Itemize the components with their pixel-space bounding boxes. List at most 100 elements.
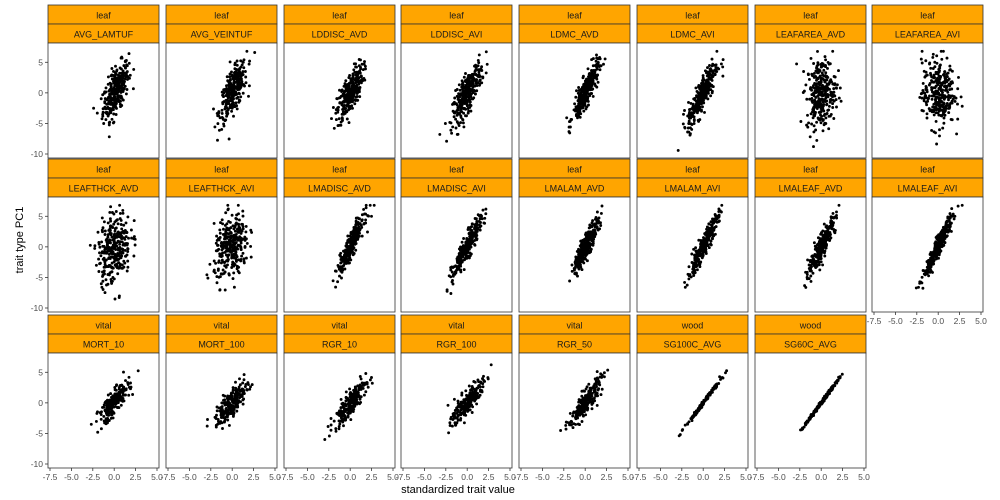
data-point [221, 268, 225, 272]
data-point [588, 245, 592, 249]
data-point [464, 87, 468, 91]
data-point [837, 96, 841, 100]
data-point [825, 88, 829, 92]
data-point [474, 80, 478, 84]
panel-frame [400, 42, 513, 159]
data-point [469, 84, 473, 88]
data-point [597, 216, 601, 220]
data-point [578, 115, 582, 119]
data-point [719, 62, 723, 66]
data-point [232, 227, 236, 231]
data-point [687, 100, 690, 104]
data-point [467, 109, 471, 113]
data-point [119, 233, 123, 237]
data-point [576, 104, 580, 108]
data-point [346, 103, 349, 107]
data-point [240, 222, 244, 226]
data-point [469, 228, 472, 232]
data-point [942, 121, 946, 125]
data-point [339, 269, 343, 273]
data-point [239, 83, 243, 86]
data-point [357, 64, 361, 68]
data-point [247, 84, 251, 88]
data-point [835, 210, 838, 214]
data-point [687, 119, 691, 123]
data-point [829, 215, 833, 219]
data-point [129, 381, 132, 385]
data-point [102, 220, 106, 224]
data-point [707, 87, 711, 91]
data-point [343, 84, 347, 88]
data-point [587, 92, 591, 96]
data-point [457, 83, 461, 87]
data-point [110, 279, 114, 283]
data-point [938, 128, 941, 132]
data-point [932, 130, 936, 134]
data-point [108, 217, 112, 221]
data-point [937, 246, 941, 250]
data-point [230, 102, 234, 106]
data-point [475, 219, 479, 223]
data-point [244, 81, 248, 85]
data-point [950, 69, 954, 73]
data-point [697, 238, 701, 242]
data-point [458, 95, 462, 99]
data-point [361, 79, 365, 83]
data-point [686, 114, 690, 118]
data-point [459, 92, 463, 96]
data-point [812, 241, 816, 245]
data-point [827, 108, 831, 112]
panel-frame [636, 42, 749, 159]
data-point [812, 106, 815, 110]
data-point [946, 215, 950, 219]
data-point [111, 96, 115, 100]
data-point [471, 74, 474, 78]
data-point [717, 215, 721, 219]
data-point [925, 116, 929, 120]
data-point [934, 248, 938, 252]
data-point [253, 51, 257, 54]
data-point [336, 263, 340, 267]
data-point [229, 96, 233, 100]
data-point [125, 64, 129, 68]
data-point [358, 222, 362, 226]
data-point [354, 248, 358, 252]
data-point [223, 233, 226, 236]
data-point [687, 130, 691, 134]
data-point [931, 255, 935, 259]
data-point [695, 94, 698, 98]
data-point [826, 60, 830, 64]
data-point [459, 258, 463, 262]
data-point [596, 228, 600, 232]
data-point [350, 76, 354, 80]
data-point [448, 120, 452, 124]
data-point [124, 235, 128, 239]
data-point [819, 81, 823, 85]
data-point [117, 261, 121, 265]
data-point [462, 125, 466, 129]
data-point [929, 66, 933, 70]
data-point [832, 87, 836, 91]
data-point [598, 68, 602, 72]
data-point [112, 93, 116, 97]
data-point [126, 250, 130, 253]
data-point [225, 84, 228, 88]
data-point [484, 50, 488, 54]
data-point [822, 102, 826, 106]
data-point [331, 106, 335, 109]
data-point [116, 222, 120, 226]
data-point [107, 257, 111, 260]
data-point [132, 254, 136, 258]
data-point [927, 107, 931, 111]
strip-group-label: leaf [567, 11, 582, 21]
data-point [948, 212, 952, 216]
data-point [839, 99, 843, 103]
data-point [819, 257, 823, 260]
data-point [339, 101, 343, 105]
data-point [229, 236, 233, 240]
data-point [109, 101, 113, 104]
data-point [816, 49, 819, 53]
data-point [334, 285, 338, 289]
data-point [695, 105, 699, 109]
